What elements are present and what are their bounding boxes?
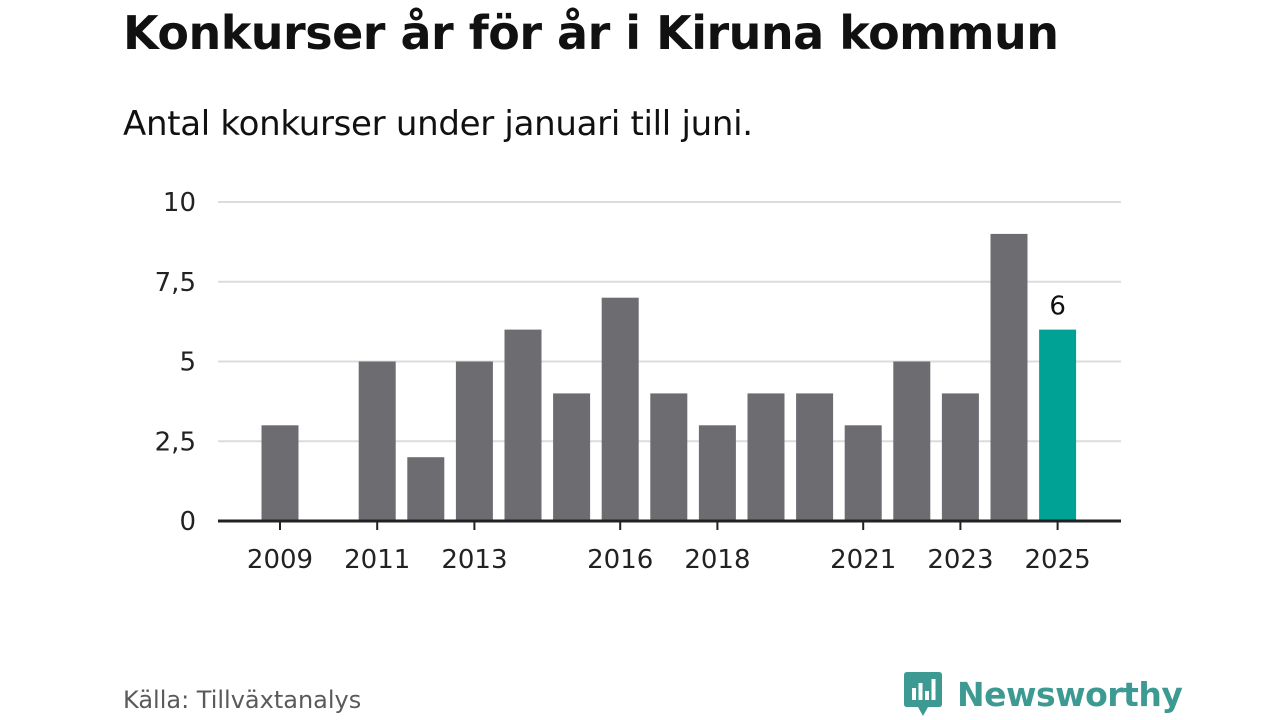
bar-chart-speech-bubble-icon xyxy=(904,672,942,716)
bar-2019 xyxy=(747,393,785,521)
bar-2018 xyxy=(698,425,736,521)
bar-2015 xyxy=(553,393,591,521)
x-tick-label: 2013 xyxy=(441,545,507,575)
x-tick-label: 2018 xyxy=(684,545,750,575)
y-tick-label: 5 xyxy=(179,348,196,378)
bar-2022 xyxy=(893,361,931,521)
bar-2025 xyxy=(1039,329,1077,521)
bar-2014 xyxy=(504,329,542,521)
bars xyxy=(261,233,1077,521)
x-tick-label: 2021 xyxy=(830,545,896,575)
chart-title: Konkurser år för år i Kiruna kommun xyxy=(123,6,1059,60)
bar-2021 xyxy=(844,425,882,521)
source-note: Källa: Tillväxtanalys xyxy=(123,686,362,714)
y-tick-label: 0 xyxy=(179,507,196,537)
bar-2024 xyxy=(990,233,1028,521)
y-tick-label: 10 xyxy=(163,188,196,218)
x-tick-label: 2025 xyxy=(1025,545,1091,575)
bar-2011 xyxy=(358,361,396,521)
brand-name: Newsworthy xyxy=(957,674,1183,714)
bar-2020 xyxy=(796,393,834,521)
newsworthy-logo: Newsworthy xyxy=(903,670,1183,718)
x-tick-label: 2009 xyxy=(247,545,313,575)
data-label-2025: 6 xyxy=(1049,292,1066,322)
x-tick-label: 2023 xyxy=(927,545,993,575)
x-axis-ticks: 2009 2011 2013 2016 2018 2021 2023 2025 xyxy=(247,521,1091,575)
y-tick-label: 7,5 xyxy=(155,268,196,298)
bar-2016 xyxy=(601,297,639,521)
chart-subtitle: Antal konkurser under januari till juni. xyxy=(123,104,753,144)
bar-2023 xyxy=(941,393,979,521)
data-labels: 6 xyxy=(1049,292,1066,322)
y-tick-label: 2,5 xyxy=(155,427,196,457)
x-tick-label: 2016 xyxy=(587,545,653,575)
bar-2013 xyxy=(455,361,493,521)
bar-2017 xyxy=(650,393,688,521)
bar-2009 xyxy=(261,425,299,521)
bar-2012 xyxy=(407,457,445,521)
y-axis-tick-labels: 0 2,5 5 7,5 10 xyxy=(155,188,196,537)
x-tick-label: 2011 xyxy=(344,545,410,575)
